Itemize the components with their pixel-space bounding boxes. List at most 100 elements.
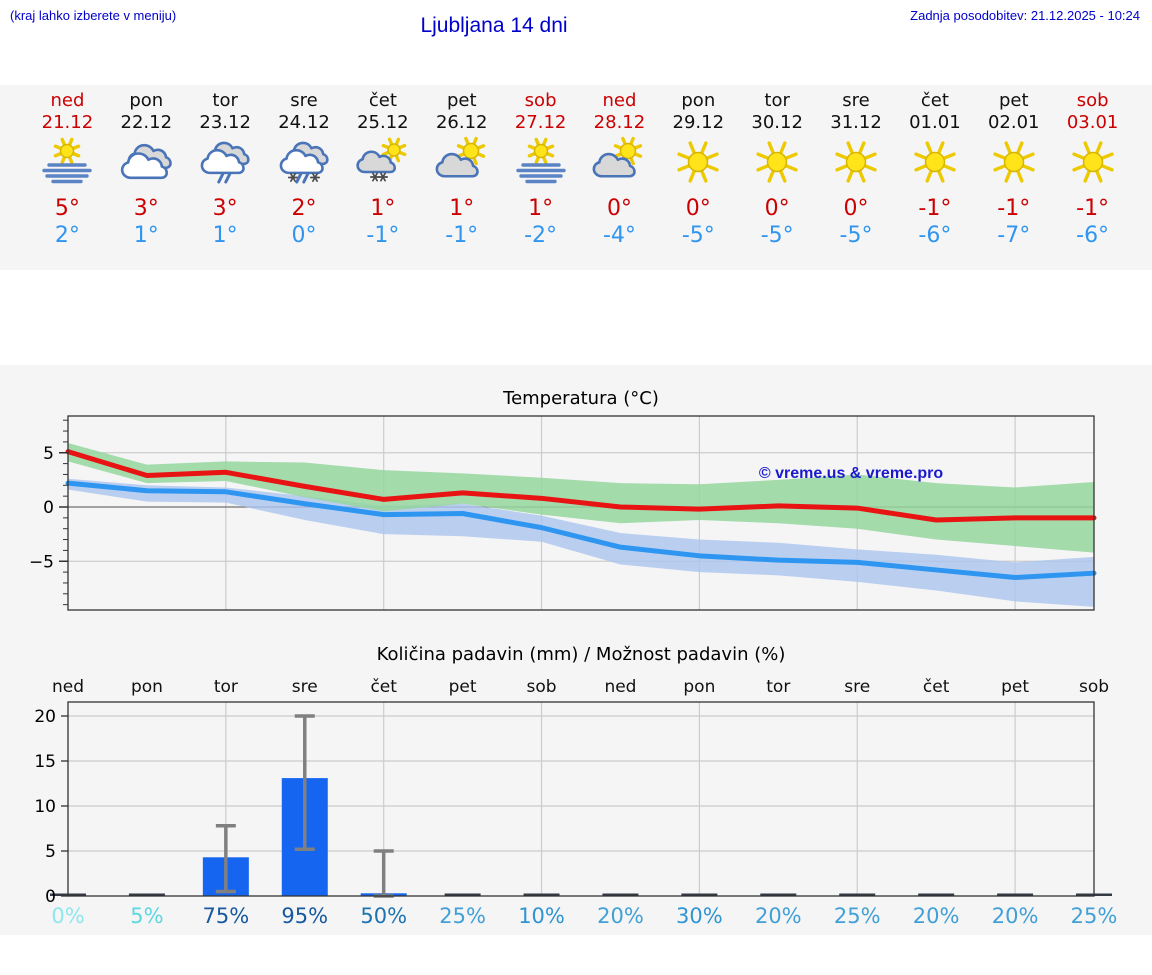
temperature-chart: 5 0 −5 © vreme.us & vreme.pro <box>29 415 1097 611</box>
raindrop-shape <box>302 172 310 184</box>
precip-zero-mark <box>128 893 165 896</box>
max-temp-range-band <box>68 442 1094 553</box>
precip-zero-mark <box>997 893 1034 896</box>
forecast-day: tor 30.12 0° -5° <box>738 85 817 270</box>
day-min-temp: 2° <box>54 223 80 248</box>
y-axis-tick-label: 0 <box>45 887 56 907</box>
chart-day-label: pon <box>131 677 163 697</box>
precip-zero-mark <box>523 893 560 896</box>
chart-day-label: sre <box>844 677 870 697</box>
sun-shape <box>677 141 719 183</box>
chart-day-label: pet <box>449 677 477 697</box>
day-icon-wrap <box>738 134 817 194</box>
day-date-label: 25.12 <box>357 112 409 133</box>
day-max-temp: 0° <box>843 196 869 221</box>
y-axis-tick-label: 5 <box>43 444 54 464</box>
day-name-label: pet <box>998 90 1029 111</box>
y-axis-tick-label: 10 <box>34 797 56 817</box>
forecast-day: ned 21.12 5° 2° <box>28 85 107 270</box>
sun-shape <box>527 137 554 165</box>
day-icon-wrap <box>343 134 422 194</box>
day-name-label: čet <box>920 90 949 111</box>
precip-probability-label: 5% <box>130 904 163 928</box>
precip-probability-label: 95% <box>281 904 328 928</box>
day-max-temp: 3° <box>133 196 159 221</box>
day-max-temp: 0° <box>606 196 632 221</box>
precip-probability-label: 25% <box>1071 904 1118 928</box>
day-min-temp: -1° <box>366 223 400 248</box>
precip-probability-label: 30% <box>676 904 723 928</box>
day-band-background <box>0 85 1152 270</box>
plot-border <box>67 415 1095 611</box>
chart-day-label: pet <box>1001 677 1029 697</box>
snowflake-shape <box>369 172 380 182</box>
forecast-day-band: ned 21.12 5° 2° pon 22.12 3° 1° tor 23.12 3° 1° sre 2… <box>0 85 1152 270</box>
day-max-temp: -1° <box>997 196 1031 221</box>
chart-day-label: tor <box>766 677 790 697</box>
day-name-label: pet <box>446 90 477 111</box>
sunny-icon <box>677 141 719 183</box>
precip-probability-label: 20% <box>597 904 644 928</box>
forecast-day: tor 23.12 3° 1° <box>186 85 265 270</box>
day-min-temp: -6° <box>1076 223 1110 248</box>
chart-day-label: pon <box>683 677 715 697</box>
day-date-label: 30.12 <box>751 112 803 133</box>
precip-zero-mark <box>760 893 797 896</box>
snowflake-shape <box>377 172 388 182</box>
precip-zero-mark <box>839 893 876 896</box>
day-min-temp: -7° <box>997 223 1031 248</box>
day-name-label: tor <box>212 90 238 111</box>
day-name-label: pon <box>681 90 716 111</box>
sun-shape <box>54 137 81 165</box>
precip-probability-label: 50% <box>360 904 407 928</box>
raindrop-shape <box>295 172 303 184</box>
precip-zero-mark <box>444 893 481 896</box>
day-name-label: sre <box>842 90 870 111</box>
sun-shape <box>993 141 1035 183</box>
sunny-icon <box>993 141 1035 183</box>
chart-day-label: sob <box>1079 677 1109 697</box>
sun-shape <box>456 136 485 166</box>
day-date-label: 31.12 <box>830 112 882 133</box>
precip-probability-label: 75% <box>203 904 250 928</box>
day-min-temp: 1° <box>133 223 159 248</box>
day-icon-wrap <box>895 134 974 194</box>
cloud-shape <box>200 148 245 175</box>
day-name-label: tor <box>764 90 790 111</box>
precip-probability-label: 20% <box>913 904 960 928</box>
day-name-label: pon <box>129 90 164 111</box>
location-hint: (kraj lahko izberete v meniju) <box>10 8 177 23</box>
day-date-label: 26.12 <box>435 112 488 133</box>
forecast-day: sob 03.01 -1° -6° <box>1053 85 1132 270</box>
sun-shape <box>914 141 956 183</box>
day-name-label: sob <box>524 90 557 111</box>
y-axis-tick-label: 20 <box>34 707 56 727</box>
chart-day-label: tor <box>214 677 238 697</box>
cloud-shape <box>279 148 324 175</box>
day-min-temp: -4° <box>602 223 636 248</box>
forecast-day: pet 26.12 1° -1° <box>422 85 501 270</box>
snowflake-shape <box>287 173 299 182</box>
day-icon-wrap <box>817 134 896 194</box>
day-min-temp: -6° <box>918 223 952 248</box>
y-axis-tick-label: 5 <box>45 842 56 862</box>
forecast-day: čet 01.01 -1° -6° <box>895 85 974 270</box>
snowflake-shape <box>309 173 321 182</box>
sunny-icon <box>1071 141 1114 183</box>
vreme-watermark-link[interactable]: © vreme.us & vreme.pro <box>759 465 944 482</box>
day-date-label: 29.12 <box>672 112 725 133</box>
day-date-label: 23.12 <box>199 112 251 133</box>
precipitation-chart: ned pon tor sre čet pet sob ned pon tor sre čet pet s… <box>34 677 1118 928</box>
forecast-day: pet 02.01 -1° -7° <box>974 85 1053 270</box>
day-max-temp: 3° <box>212 196 238 221</box>
forecast-day: sob 27.12 1° -2° <box>501 85 580 270</box>
sunny-icon <box>914 141 956 183</box>
day-max-temp: 2° <box>291 196 317 221</box>
day-max-temp: 1° <box>449 196 475 221</box>
day-max-temp: -1° <box>918 196 952 221</box>
day-min-temp: -1° <box>445 223 479 248</box>
forecast-day: pon 29.12 0° -5° <box>659 85 738 270</box>
raindrop-shape <box>224 172 232 184</box>
day-date-label: 27.12 <box>514 112 567 133</box>
